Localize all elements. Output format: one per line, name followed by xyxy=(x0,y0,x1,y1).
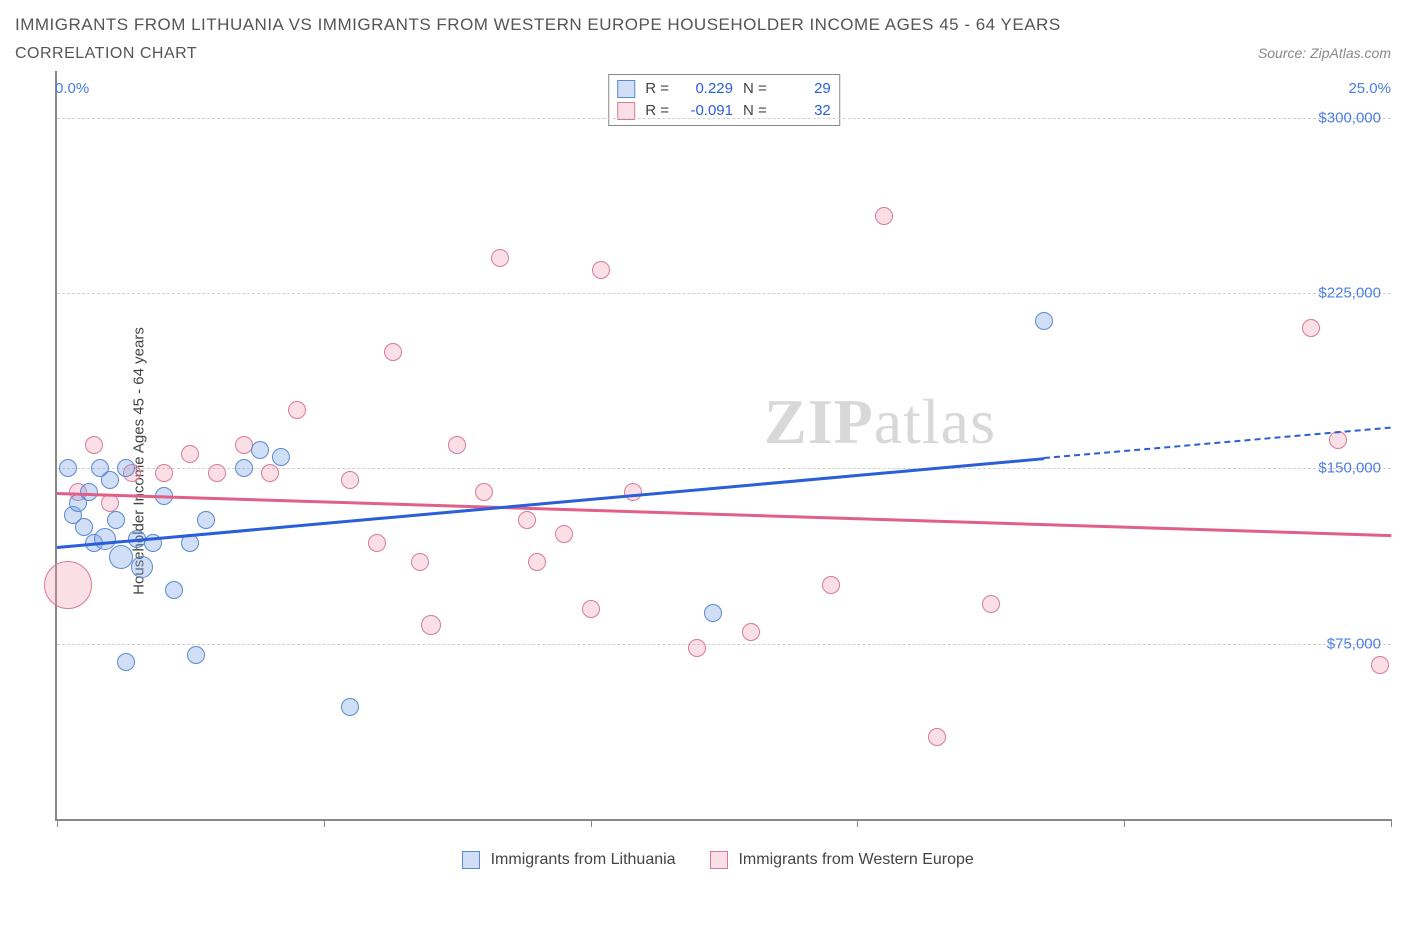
bubble-lithuania xyxy=(251,441,269,459)
x-tick xyxy=(57,819,58,827)
bubble-western-europe xyxy=(448,436,466,454)
legend-label-western-europe: Immigrants from Western Europe xyxy=(738,851,973,868)
bubble-lithuania xyxy=(131,556,153,578)
bubble-western-europe xyxy=(875,207,893,225)
bubble-western-europe xyxy=(1371,656,1389,674)
bubble-lithuania xyxy=(272,448,290,466)
bubble-western-europe xyxy=(475,483,493,501)
gridline xyxy=(57,293,1391,294)
bubble-western-europe xyxy=(384,343,402,361)
bubble-western-europe xyxy=(491,249,509,267)
bubble-western-europe xyxy=(928,728,946,746)
source-name: ZipAtlas.com xyxy=(1310,45,1391,61)
gridline xyxy=(57,468,1391,469)
subtitle-row: CORRELATION CHART Source: ZipAtlas.com xyxy=(15,45,1391,63)
bubble-lithuania xyxy=(187,646,205,664)
y-tick-label: $75,000 xyxy=(1327,635,1381,652)
source-label: Source: xyxy=(1258,45,1306,61)
stats-row-lithuania: R = 0.229 N = 29 xyxy=(617,78,831,100)
chart-title: IMMIGRANTS FROM LITHUANIA VS IMMIGRANTS … xyxy=(15,15,1391,35)
x-tick xyxy=(857,819,858,827)
n-value-lith: 29 xyxy=(777,78,831,100)
bubble-lithuania xyxy=(117,653,135,671)
bubble-western-europe xyxy=(822,576,840,594)
bubble-western-europe xyxy=(592,261,610,279)
r-label-lith: R = xyxy=(645,78,669,100)
bubble-western-europe xyxy=(411,553,429,571)
x-tick xyxy=(1391,819,1392,827)
bubble-western-europe xyxy=(688,639,706,657)
bottom-legend: Immigrants from Lithuania Immigrants fro… xyxy=(15,851,1391,869)
plot-box: ZIPatlas R = 0.229 N = 29 R = -0.091 N =… xyxy=(55,71,1391,821)
bubble-western-europe xyxy=(85,436,103,454)
swatch-lithuania xyxy=(617,80,635,98)
bubble-western-europe xyxy=(421,615,441,635)
bubble-lithuania xyxy=(235,459,253,477)
bubble-lithuania xyxy=(94,528,116,550)
gridline xyxy=(57,118,1391,119)
bubble-western-europe xyxy=(982,595,1000,613)
bubble-western-europe xyxy=(288,401,306,419)
bubble-lithuania xyxy=(197,511,215,529)
bubble-lithuania xyxy=(1035,312,1053,330)
x-tick xyxy=(1124,819,1125,827)
r-value-lith: 0.229 xyxy=(679,78,733,100)
bubble-western-europe xyxy=(528,553,546,571)
bubble-western-europe xyxy=(181,445,199,463)
bubble-lithuania xyxy=(165,581,183,599)
bubble-western-europe xyxy=(368,534,386,552)
bubble-western-europe xyxy=(624,483,642,501)
bubble-western-europe xyxy=(208,464,226,482)
bubble-western-europe xyxy=(341,471,359,489)
y-tick-label: $300,000 xyxy=(1318,109,1381,126)
watermark-bold: ZIP xyxy=(764,386,874,457)
bubble-lithuania xyxy=(80,483,98,501)
source-credit: Source: ZipAtlas.com xyxy=(1258,45,1391,61)
legend-swatch-western-europe xyxy=(710,851,728,869)
bubble-western-europe xyxy=(582,600,600,618)
gridline xyxy=(57,644,1391,645)
bubble-lithuania xyxy=(101,471,119,489)
trendline-lithuania xyxy=(57,457,1044,549)
bubble-lithuania xyxy=(704,604,722,622)
bubble-lithuania xyxy=(59,459,77,477)
bubble-lithuania xyxy=(109,545,133,569)
bubble-western-europe xyxy=(44,561,92,609)
watermark: ZIPatlas xyxy=(764,385,996,459)
chart-subtitle: CORRELATION CHART xyxy=(15,45,197,63)
bubble-lithuania xyxy=(117,459,135,477)
bubble-western-europe xyxy=(1329,431,1347,449)
bubble-lithuania xyxy=(75,518,93,536)
x-end-label: 25.0% xyxy=(1348,80,1391,97)
bubble-western-europe xyxy=(742,623,760,641)
y-tick-label: $225,000 xyxy=(1318,285,1381,302)
bubble-lithuania xyxy=(341,698,359,716)
bubble-lithuania xyxy=(107,511,125,529)
legend-label-lithuania: Immigrants from Lithuania xyxy=(491,851,676,868)
x-start-label: 0.0% xyxy=(55,80,89,97)
x-tick xyxy=(591,819,592,827)
y-tick-label: $150,000 xyxy=(1318,460,1381,477)
watermark-light: atlas xyxy=(874,386,996,457)
legend-swatch-lithuania xyxy=(462,851,480,869)
chart-area: Householder Income Ages 45 - 64 years ZI… xyxy=(15,71,1391,851)
bubble-western-europe xyxy=(155,464,173,482)
bubble-western-europe xyxy=(261,464,279,482)
bubble-western-europe xyxy=(101,494,119,512)
bubble-western-europe xyxy=(555,525,573,543)
bubble-western-europe xyxy=(1302,319,1320,337)
x-tick xyxy=(324,819,325,827)
n-label-lith: N = xyxy=(743,78,767,100)
bubble-western-europe xyxy=(518,511,536,529)
